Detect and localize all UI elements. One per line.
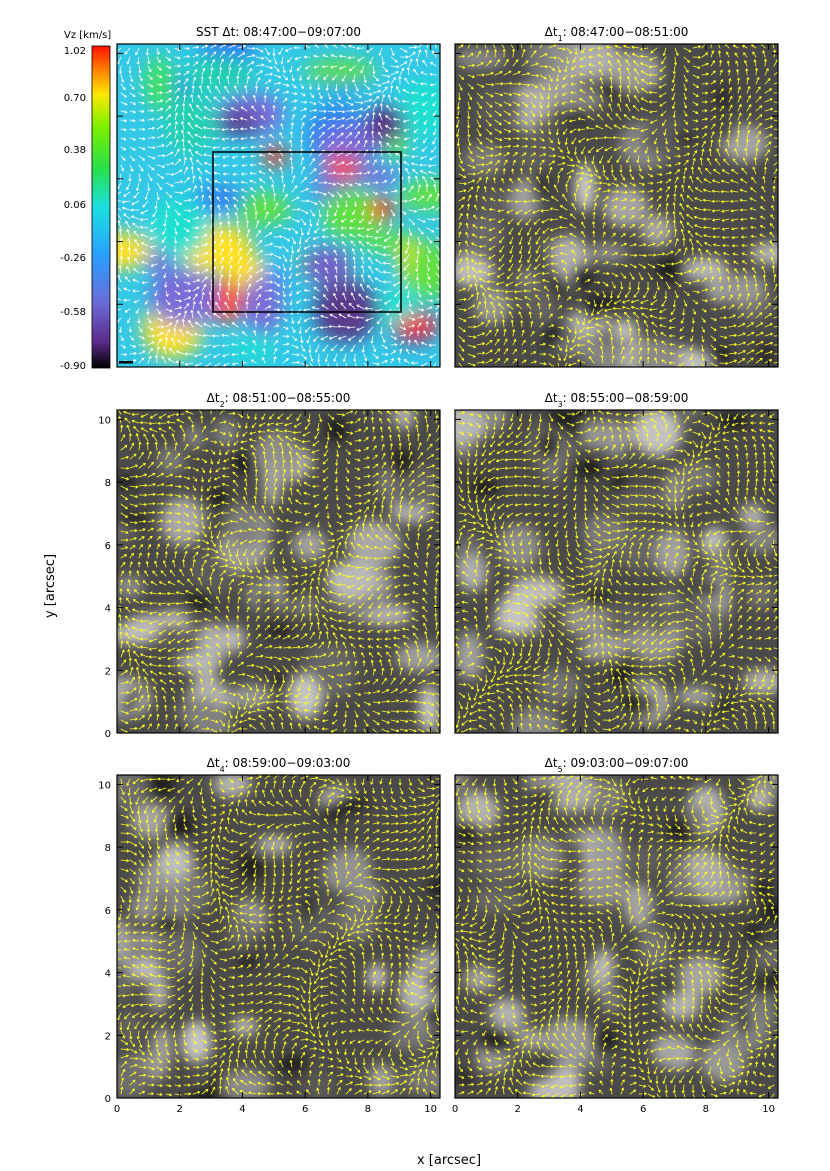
colorbar-tick: -0.90 — [60, 361, 86, 372]
y-tick-label: 6 — [105, 541, 111, 552]
x-tick-label: 2 — [515, 1104, 521, 1115]
x-tick-label: 0 — [114, 1104, 120, 1115]
x-tick-label: 10 — [424, 1104, 437, 1115]
colorbar-label: Vz [km/s] — [64, 30, 111, 41]
x-tick-label: 4 — [239, 1104, 245, 1115]
x-tick-label: 0 — [452, 1104, 458, 1115]
panel-title-time: 08:47:00−09:07:00 — [239, 25, 361, 39]
colorbar-tick: 0.06 — [64, 200, 86, 211]
velocity-arrows — [455, 410, 778, 733]
x-tick-label: 8 — [365, 1104, 371, 1115]
x-axis-label: x [arcsec] — [417, 1153, 481, 1168]
panel-title-prefix: Δt — [545, 391, 558, 405]
x-tick-label: 6 — [640, 1104, 646, 1115]
panel-title-prefix: Δt — [207, 756, 220, 770]
colorbar-tick: 0.38 — [64, 145, 86, 156]
y-tick-label: 10 — [98, 780, 111, 791]
panel-title-prefix: Δt — [207, 391, 220, 405]
colorbar-tick: 0.70 — [64, 93, 86, 104]
x-tick-label: 2 — [177, 1104, 183, 1115]
panel-title-subscript: 1 — [558, 34, 563, 43]
y-tick-label: 8 — [105, 478, 111, 489]
y-axis-label: y [arcsec] — [43, 554, 58, 618]
scale-bar — [119, 361, 133, 364]
x-tick-label: 4 — [577, 1104, 583, 1115]
panel-title-subscript: 5 — [558, 765, 563, 774]
y-tick-label: 4 — [105, 969, 111, 980]
y-tick-label: 6 — [105, 906, 111, 917]
x-tick-label: 8 — [703, 1104, 709, 1115]
y-tick-label: 4 — [105, 604, 111, 615]
panel-title-time: : 08:51:00−08:55:00 — [225, 391, 351, 405]
y-tick-label: 8 — [105, 843, 111, 854]
region-box — [212, 151, 402, 313]
panel-title: Δt3: 08:55:00−08:59:00 — [545, 391, 689, 409]
panel-title-time: : 08:55:00−08:59:00 — [563, 391, 689, 405]
y-tick-label: 2 — [105, 1031, 111, 1042]
panel-title-prefix: SST Δt: — [196, 25, 239, 39]
panel-title: Δt1: 08:47:00−08:51:00 — [545, 25, 689, 43]
colorbar: Vz [km/s] 1.02 0.70 0.38 0.06 -0.26 -0.5… — [60, 30, 111, 372]
velocity-arrows — [117, 410, 440, 733]
panel-title-time: : 08:59:00−09:03:00 — [225, 756, 351, 770]
velocity-arrows — [117, 44, 440, 367]
velocity-arrows — [455, 44, 778, 367]
panel-title-time: : 08:47:00−08:51:00 — [563, 25, 689, 39]
panel-title-subscript: 3 — [558, 400, 563, 409]
panel-title: Δt4: 08:59:00−09:03:00 — [207, 756, 351, 774]
y-tick-label: 2 — [105, 666, 111, 677]
y-tick-label: 10 — [98, 415, 111, 426]
panel-p5: 0 2 4 6 8 10 Δt5: 09:03:00−09:07:00 — [452, 756, 779, 1115]
panel-title-prefix: Δt — [545, 756, 558, 770]
panel-title: Δt2: 08:51:00−08:55:00 — [207, 391, 351, 409]
velocity-arrows — [117, 775, 440, 1097]
panel-title-prefix: Δt — [545, 25, 558, 39]
panel-p0: SST Δt: 08:47:00−09:07:00 — [116, 25, 441, 368]
panel-p3: Δt3: 08:55:00−08:59:00 — [454, 391, 779, 734]
x-tick-label: 10 — [762, 1104, 775, 1115]
colorbar-tick: 1.02 — [64, 46, 86, 57]
panel-title: SST Δt: 08:47:00−09:07:00 — [196, 25, 361, 39]
panel-title-subscript: 4 — [220, 765, 225, 774]
y-tick-label: 0 — [105, 1094, 111, 1105]
y-tick-label: 0 — [105, 729, 111, 740]
panel-title: Δt5: 09:03:00−09:07:00 — [545, 756, 689, 774]
panel-p1: Δt1: 08:47:00−08:51:00 — [454, 25, 779, 368]
panel-title-subscript: 2 — [220, 400, 225, 409]
colorbar-tick: -0.58 — [60, 307, 86, 318]
x-tick-label: 6 — [302, 1104, 308, 1115]
panel-title-time: : 09:03:00−09:07:00 — [563, 756, 689, 770]
colorbar-tick: -0.26 — [60, 253, 86, 264]
